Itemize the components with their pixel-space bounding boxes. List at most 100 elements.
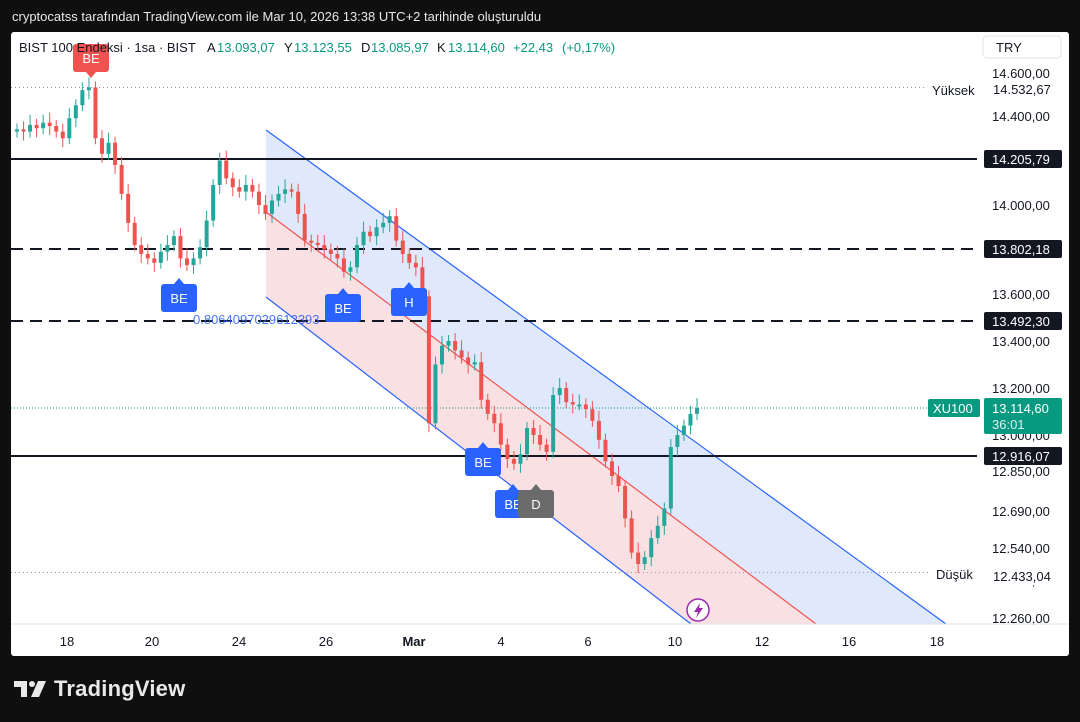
candle-body	[629, 518, 634, 553]
tradingview-logo[interactable]: TradingView	[14, 676, 185, 702]
candle-body	[374, 227, 379, 237]
candle-body	[126, 193, 131, 223]
candle-body	[204, 220, 209, 248]
signal-pointer	[338, 288, 348, 294]
channel-upper-line[interactable]	[265, 129, 947, 625]
candle-body	[453, 341, 458, 351]
candle-body	[498, 423, 503, 445]
candle-body	[583, 404, 588, 410]
symbol-legend[interactable]: BIST 100 Endeksi · 1sa · BIST A 13.093,0…	[19, 40, 615, 55]
signal-pointer	[478, 442, 488, 448]
candle-body	[119, 164, 124, 194]
signal-label: H	[404, 295, 413, 310]
candle-body	[132, 222, 137, 246]
open-value: 13.093,07	[217, 40, 275, 55]
candle-body	[564, 388, 569, 403]
candle-body	[263, 205, 268, 214]
candle-body	[485, 399, 490, 414]
channel-mid-line[interactable]	[265, 211, 817, 625]
candle-body	[191, 258, 196, 266]
close-label: K	[437, 40, 446, 55]
time-axis[interactable]: 18 20 24 26 Mar 4 6 10 12 16 18	[11, 623, 1069, 649]
candle-body	[570, 402, 575, 405]
brand-name: TradingView	[54, 676, 186, 701]
candle-body	[315, 242, 320, 246]
high-label: Y	[284, 40, 293, 55]
time-tick-label: 18	[930, 634, 944, 649]
low-marker-label: Düşük	[936, 567, 973, 582]
low-value: 13.085,97	[371, 40, 429, 55]
signal-box	[161, 284, 197, 312]
level-value: 12.916,07	[992, 449, 1050, 464]
level-value: 14.205,79	[992, 152, 1050, 167]
currency-label: TRY	[996, 40, 1022, 55]
candle-body	[426, 296, 431, 424]
high-marker: Yüksek 14.532,67	[927, 80, 1062, 99]
signal-pointer	[86, 72, 96, 78]
signal-box	[518, 490, 554, 518]
lightning-icon[interactable]	[686, 598, 710, 622]
signal-marker: BE	[465, 442, 501, 476]
candle-body	[446, 341, 451, 346]
signal-label: BE	[334, 301, 352, 316]
candle-body	[309, 240, 314, 243]
candle-body	[511, 459, 516, 464]
candle-body	[492, 413, 497, 424]
candle-body	[407, 253, 412, 263]
candle-body	[479, 362, 484, 400]
candle-body	[41, 122, 46, 129]
signal-marker: D	[518, 484, 554, 518]
candle-body	[296, 191, 301, 214]
time-tick-label: 18	[60, 634, 74, 649]
low-marker-value: 12.433,04	[993, 569, 1051, 584]
time-tick-label: 16	[842, 634, 856, 649]
candle-body	[178, 236, 183, 259]
candle-body	[623, 486, 628, 519]
candle-body	[171, 236, 176, 246]
signal-markers: BE BE BE H BE BE D	[73, 44, 554, 518]
channel-ratio-label: 0.8064097029612393	[193, 312, 320, 327]
price-axis[interactable]: 14.600,00 14.400,00 14.000,00 13.600,00 13.4…	[977, 32, 1069, 656]
high-marker-value: 14.532,67	[993, 82, 1051, 97]
candle-body	[60, 131, 65, 139]
current-price-tag: XU100 13.114,60 36:01	[928, 398, 1062, 434]
signal-marker: BE	[161, 278, 197, 312]
candle-body	[459, 350, 464, 358]
level-tag	[984, 150, 1062, 168]
candle-body	[381, 222, 386, 228]
candle-body	[224, 160, 229, 179]
candle-body	[662, 508, 667, 526]
chart-caption: cryptocatss tarafından TradingView.com i…	[12, 9, 542, 24]
candle-body	[505, 444, 510, 459]
price-tick-label: 12.540,00	[992, 541, 1050, 556]
candle-body	[525, 427, 529, 455]
candle-body	[335, 253, 340, 259]
candle-body	[73, 105, 78, 119]
candle-body	[466, 357, 471, 365]
candle-body	[243, 184, 248, 192]
candle-body	[152, 258, 157, 263]
chart-panel[interactable]: 14.600,00 14.400,00 14.000,00 13.600,00 13.4…	[11, 32, 1069, 656]
chart-canvas[interactable]: 14.600,00 14.400,00 14.000,00 13.600,00 13.4…	[11, 32, 1069, 656]
horizontal-levels[interactable]: 14.205,79 13.802,18 13.492,30 12.916,07	[11, 150, 1062, 465]
currency-button[interactable]: TRY	[982, 35, 1062, 59]
candle-body	[289, 189, 294, 192]
candle-body	[355, 245, 359, 268]
regression-channel[interactable]	[11, 86, 977, 625]
signal-box	[391, 288, 427, 316]
candle-body	[256, 191, 261, 205]
candle-body	[80, 90, 85, 106]
candle-body	[688, 413, 693, 426]
signal-pointer	[404, 282, 414, 288]
signal-label: BE	[504, 497, 522, 512]
time-tick-label: 4	[497, 634, 504, 649]
candle-body	[93, 87, 98, 139]
candle-body	[15, 129, 19, 132]
candle-body	[695, 407, 699, 414]
signal-marker: H	[391, 282, 427, 316]
candle-body	[590, 409, 595, 421]
candle-body	[276, 193, 281, 201]
candle-body	[28, 124, 33, 132]
candle-body	[681, 425, 686, 435]
signal-label: D	[531, 497, 540, 512]
